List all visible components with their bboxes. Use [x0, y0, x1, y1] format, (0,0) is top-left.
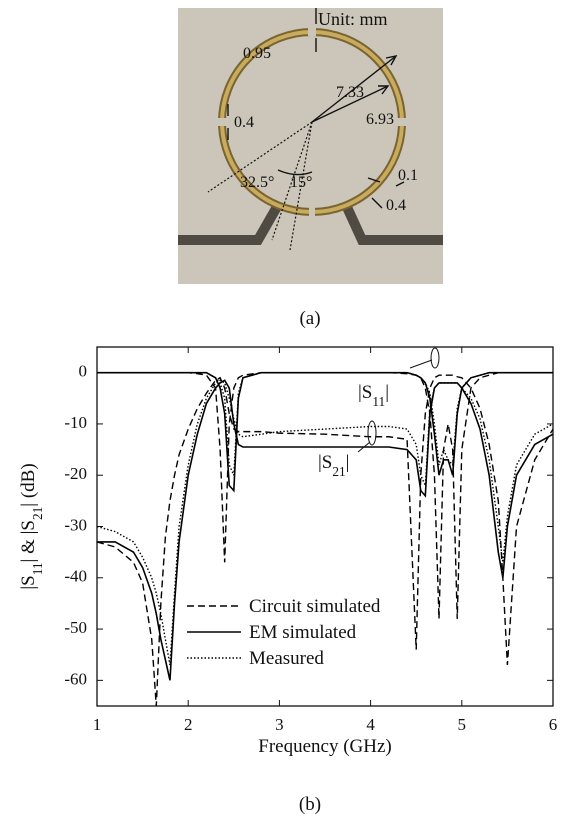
subscript: 11: [372, 394, 385, 409]
arrow: [371, 197, 383, 209]
guide-line: [289, 121, 313, 251]
legend-label: EM simulated: [249, 622, 357, 643]
subscript: 21: [30, 507, 45, 520]
x-tick-label: 1: [93, 715, 102, 734]
annotation: |S11|: [358, 382, 389, 409]
dimension-label: 32.5°: [240, 174, 274, 191]
annotation: |S21|: [318, 452, 349, 479]
y-tick-label: -30: [64, 515, 87, 534]
arrow: [311, 55, 397, 123]
x-tick-label: 3: [275, 715, 284, 734]
legend-label: Circuit simulated: [249, 596, 381, 617]
curve-s11: [97, 371, 553, 476]
caption: (b): [299, 794, 321, 815]
y-tick-label: -20: [64, 464, 87, 483]
y-tick-label: -10: [64, 413, 87, 432]
legend-label: Measured: [249, 648, 324, 669]
x-tick-label: 4: [366, 715, 375, 734]
label-part: |S: [318, 452, 332, 473]
dimension-label: 0.4: [386, 197, 406, 214]
feed-line: [341, 202, 443, 245]
ring-gap: [397, 118, 409, 126]
x-tick-label: 6: [549, 715, 558, 734]
label-part: |S: [358, 382, 372, 403]
bracket-lead: [357, 441, 371, 453]
bracket: [430, 347, 440, 369]
arrow-head: [378, 85, 390, 95]
arrow: [367, 177, 381, 183]
bracket-lead: [409, 359, 433, 369]
dimension-arrows: [227, 8, 405, 209]
dimension-label: 0.4: [234, 114, 254, 131]
x-tick-label: 5: [458, 715, 467, 734]
photo: Unit: mm 0.95 7.33 6.93 0.4 32.5° 15° 0.…: [178, 8, 443, 284]
dimension-label: 7.33: [336, 84, 364, 101]
dimension-guides: [207, 121, 313, 251]
ring-gap: [308, 26, 316, 36]
dimension-label: 6.93: [366, 111, 394, 128]
feed-line: [178, 202, 283, 245]
caption: (a): [299, 308, 320, 329]
y-axis-label: |S11| & |S21| (dB): [18, 463, 45, 589]
label-part: | (dB): [18, 463, 39, 506]
subscript: 21: [332, 464, 345, 479]
curve-s21: [96, 374, 554, 707]
ring-gap: [216, 118, 228, 126]
label-part: |: [385, 382, 389, 403]
y-tick-label: 0: [79, 362, 88, 381]
subscript: 11: [30, 562, 45, 575]
curve-s21: [97, 379, 554, 681]
dimension-label: 0.95: [243, 45, 271, 62]
unit-label: Unit: mm: [318, 9, 388, 29]
angle-arc: [277, 169, 313, 176]
y-tick-label: -50: [64, 618, 87, 637]
arrow: [311, 85, 389, 123]
curve-s11: [97, 371, 553, 619]
dimension-label: 0.1: [398, 167, 418, 184]
y-tick-label: -40: [64, 567, 87, 586]
label-part: |S: [18, 575, 39, 589]
arrow-head: [385, 55, 398, 66]
ring-gap: [309, 206, 315, 218]
x-axis-label: Frequency (GHz): [258, 736, 391, 757]
guide-line: [271, 121, 313, 241]
label-part: |: [346, 452, 350, 473]
dimension-label: 15°: [290, 174, 312, 191]
arrow: [395, 181, 405, 187]
bracket: [367, 420, 377, 446]
y-tick-label: -60: [64, 669, 87, 688]
guide-line: [207, 121, 313, 193]
x-tick-label: 2: [184, 715, 193, 734]
label-part: | & |S: [18, 520, 39, 562]
